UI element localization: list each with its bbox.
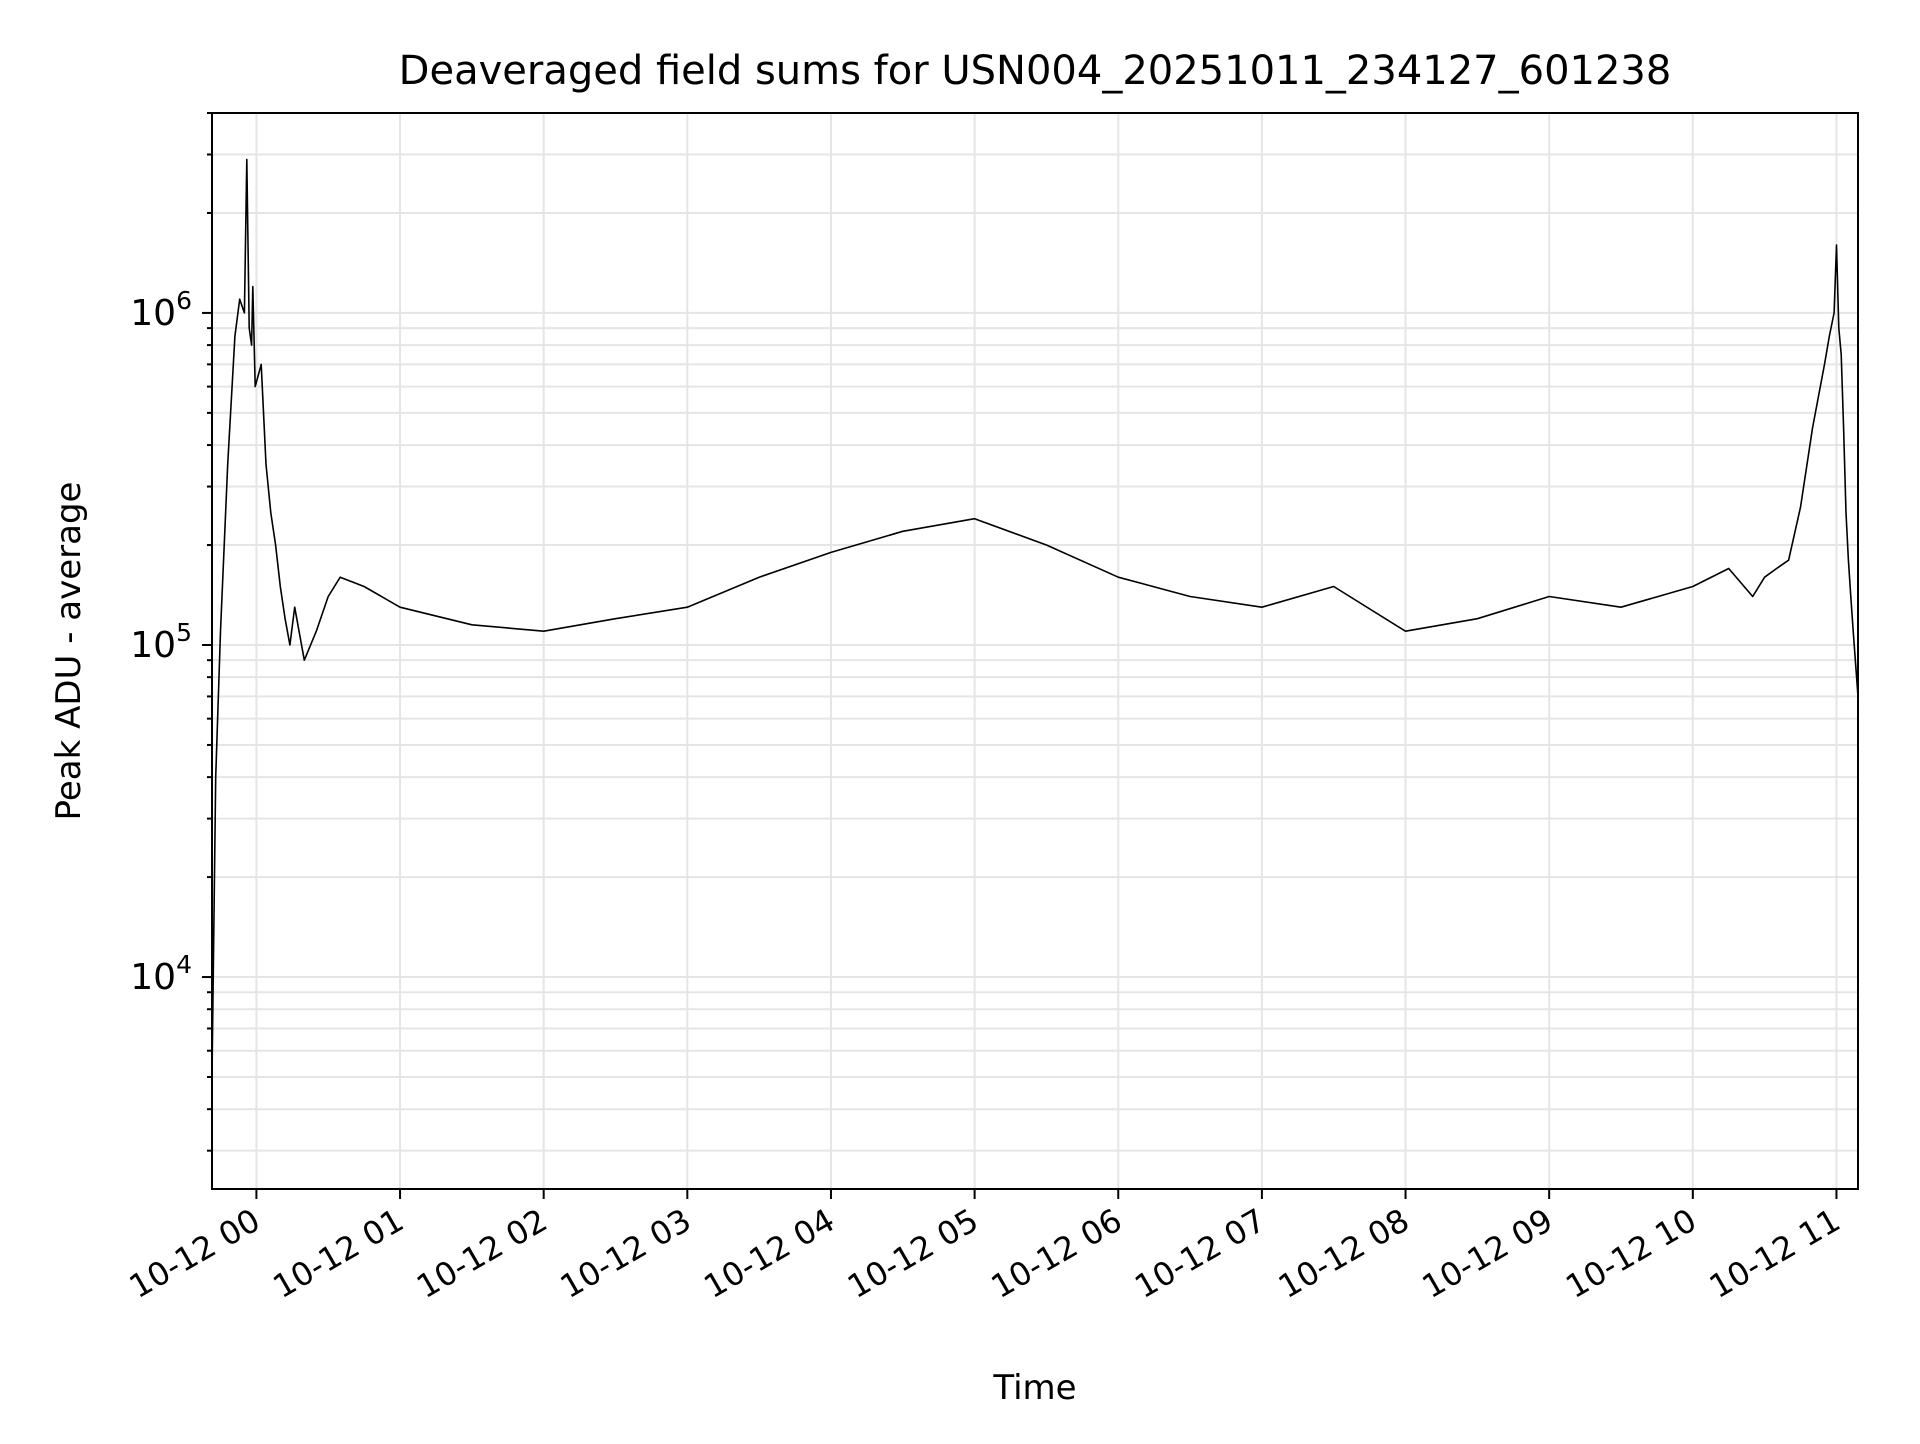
chart-title: Deaveraged field sums for USN004_2025101… [399, 48, 1672, 94]
y-tick-label: 106 [130, 286, 192, 334]
grid [212, 112, 1858, 1189]
x-axis-label: Time [992, 1368, 1076, 1408]
y-tick-label: 105 [130, 618, 192, 666]
y-tick-label: 104 [130, 950, 192, 998]
y-axis-label: Peak ADU - average [49, 482, 89, 821]
series-line [212, 159, 1858, 1077]
plot-frame [211, 112, 1859, 1190]
y-axis: 104 105 106 [130, 112, 212, 1152]
plot-area [212, 159, 1858, 1077]
